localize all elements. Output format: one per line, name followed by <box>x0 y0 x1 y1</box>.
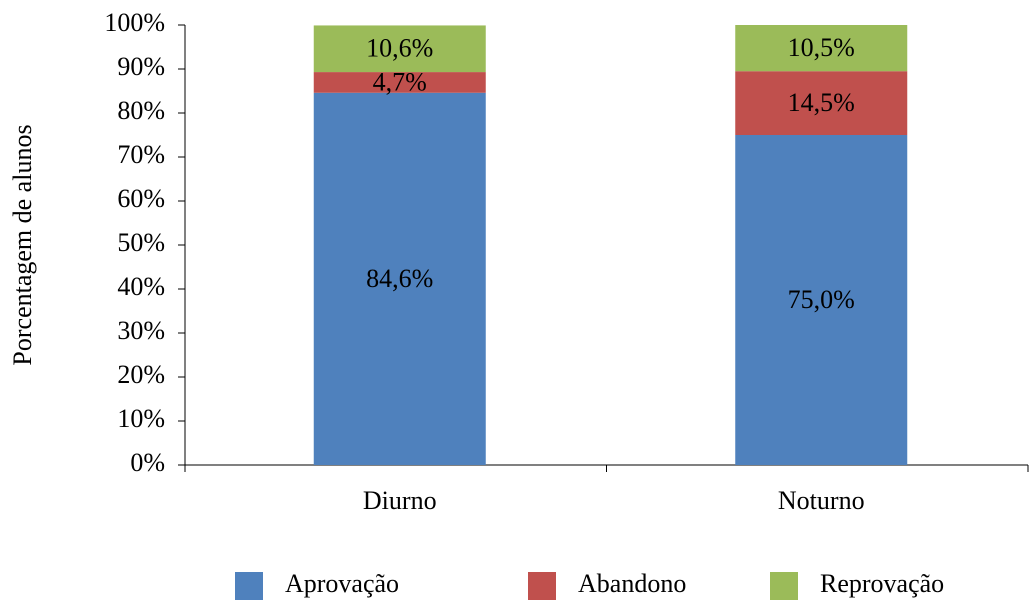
legend-label: Abandono <box>578 569 686 598</box>
data-label: 14,5% <box>788 88 855 117</box>
y-tick-label: 20% <box>117 360 165 389</box>
y-axis-label: Porcentagem de alunos <box>8 124 37 365</box>
x-tick-label: Diurno <box>363 486 437 515</box>
bar-segment <box>735 71 908 135</box>
y-tick-label: 60% <box>117 184 165 213</box>
y-tick-label: 30% <box>117 316 165 345</box>
data-label: 10,5% <box>788 33 855 62</box>
y-tick-label: 50% <box>117 228 165 257</box>
legend-swatch <box>770 572 798 600</box>
legend-label: Aprovação <box>285 569 399 598</box>
legend-swatch <box>528 572 556 600</box>
bar-segment <box>735 135 908 465</box>
data-label: 10,6% <box>366 34 433 63</box>
data-label: 75,0% <box>788 285 855 314</box>
y-tick-label: 10% <box>117 404 165 433</box>
data-label: 84,6% <box>366 264 433 293</box>
bar-segment <box>313 72 486 93</box>
y-tick-label: 80% <box>117 96 165 125</box>
bar-segment <box>313 25 486 73</box>
bar-segment <box>313 92 486 465</box>
y-tick-label: 90% <box>117 52 165 81</box>
y-tick-label: 40% <box>117 272 165 301</box>
y-tick-label: 70% <box>117 140 165 169</box>
y-tick-label: 0% <box>130 448 165 477</box>
y-tick-label: 100% <box>104 8 165 37</box>
legend-swatch <box>235 572 263 600</box>
x-tick-label: Noturno <box>778 486 865 515</box>
bar-segment <box>735 25 908 72</box>
legend-label: Reprovação <box>820 569 944 598</box>
data-label: 4,7% <box>373 67 427 96</box>
